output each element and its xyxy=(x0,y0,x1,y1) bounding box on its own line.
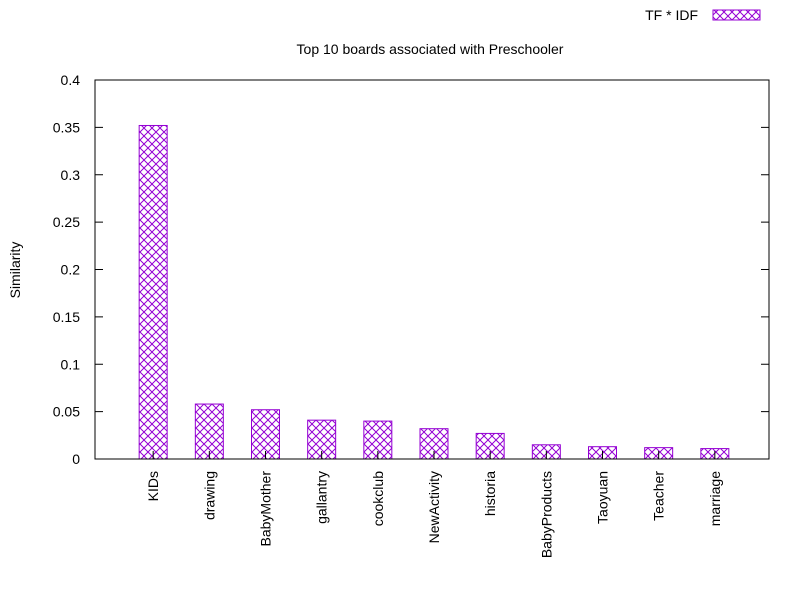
y-tick-label: 0.25 xyxy=(53,214,80,230)
plot-area: 0 0.05 0.1 0.15 0.2 0.25 0.3 0.35 0.4 KIDs drawin… xyxy=(53,72,770,558)
x-tick-label: Teacher xyxy=(651,471,667,521)
bar xyxy=(138,124,168,460)
bar xyxy=(251,409,280,460)
bars xyxy=(138,124,730,460)
y-tick-label: 0.05 xyxy=(53,404,80,420)
x-tick-label: BabyMother xyxy=(258,471,274,547)
x-tick-label: BabyProducts xyxy=(538,471,554,558)
y-tick-label: 0.1 xyxy=(61,356,81,372)
y-tick-label: 0.15 xyxy=(53,309,80,325)
x-tick-label: NewActivity xyxy=(426,471,442,543)
plot-frame xyxy=(94,79,770,460)
y-tick-label: 0.4 xyxy=(61,72,81,88)
x-tick-label: KIDs xyxy=(145,471,161,501)
x-tick-label: Taoyuan xyxy=(595,471,611,524)
y-tick-label: 0.35 xyxy=(53,119,80,135)
x-tick-label: historia xyxy=(482,471,498,516)
x-tick-labels: KIDs drawing BabyMother gallantry cookclub Ne… xyxy=(145,451,723,558)
y-ticks: 0 0.05 0.1 0.15 0.2 0.25 0.3 0.35 0.4 xyxy=(53,72,769,467)
x-tick-label: cookclub xyxy=(370,471,386,526)
y-tick-label: 0.2 xyxy=(61,262,81,278)
legend-label: TF * IDF xyxy=(645,7,698,23)
y-tick-label: 0 xyxy=(72,451,80,467)
chart-title: Top 10 boards associated with Preschoole… xyxy=(297,41,564,57)
bar xyxy=(194,403,224,460)
legend: TF * IDF xyxy=(645,7,761,23)
x-tick-label: drawing xyxy=(201,471,217,520)
x-tick-label: marriage xyxy=(707,471,723,526)
y-tick-label: 0.3 xyxy=(61,167,81,183)
y-axis-label: Similarity xyxy=(7,242,23,299)
legend-swatch xyxy=(712,9,761,21)
x-tick-label: gallantry xyxy=(314,471,330,524)
